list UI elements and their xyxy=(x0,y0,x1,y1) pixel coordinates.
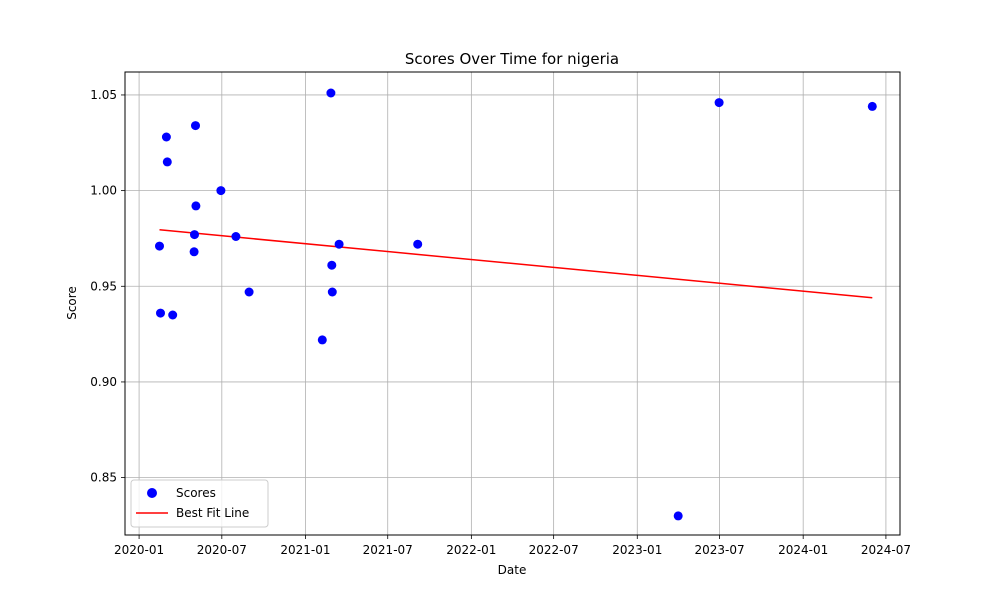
score-point xyxy=(327,287,337,297)
x-tick-label: 2024-01 xyxy=(778,543,828,557)
best-fit-line xyxy=(159,229,873,299)
score-point xyxy=(413,239,423,249)
grid-lines xyxy=(125,72,900,535)
x-tick-label: 2021-07 xyxy=(363,543,413,557)
score-point xyxy=(168,310,178,320)
score-point xyxy=(673,511,683,521)
x-tick-label: 2022-01 xyxy=(446,543,496,557)
legend-box xyxy=(130,479,269,528)
score-point xyxy=(867,101,877,111)
score-point xyxy=(216,186,226,196)
score-point xyxy=(191,201,201,211)
score-point xyxy=(162,157,172,167)
y-tick-label: 1.05 xyxy=(90,88,117,102)
y-tick-label: 0.90 xyxy=(90,375,117,389)
score-point xyxy=(317,335,327,345)
score-point xyxy=(156,308,165,318)
score-point xyxy=(714,98,724,108)
y-axis-label: Score xyxy=(65,286,79,320)
score-point xyxy=(190,230,199,240)
chart-title: Scores Over Time for nigeria xyxy=(405,50,619,68)
score-point xyxy=(334,239,344,249)
legend: Scores Best Fit Line xyxy=(130,479,269,528)
y-tick-label: 1.00 xyxy=(90,184,117,198)
plot-frame xyxy=(124,71,901,536)
score-point xyxy=(189,247,199,257)
scatter-points-layer xyxy=(155,88,877,521)
x-axis-label: Date xyxy=(498,563,527,577)
y-tick-label: 0.95 xyxy=(90,279,117,293)
score-point xyxy=(326,88,336,98)
score-point xyxy=(244,287,254,297)
score-point xyxy=(155,241,164,251)
score-point xyxy=(327,260,337,270)
x-tick-label: 2024-07 xyxy=(861,543,911,557)
legend-scores-marker xyxy=(147,488,157,498)
x-axis-ticks: 2020-01 2020-07 2021-01 2021-07 2022-01 2022-… xyxy=(114,535,911,557)
x-tick-label: 2021-01 xyxy=(280,543,330,557)
y-tick-label: 0.85 xyxy=(90,471,117,485)
score-point xyxy=(161,132,171,142)
score-point xyxy=(191,121,200,131)
x-tick-label: 2022-07 xyxy=(529,543,579,557)
best-fit-line-layer xyxy=(159,229,873,299)
x-tick-label: 2020-01 xyxy=(114,543,164,557)
legend-best-fit-label: Best Fit Line xyxy=(176,506,249,520)
y-axis-ticks: 0.85 0.90 0.95 1.00 1.05 xyxy=(90,88,125,485)
score-point xyxy=(231,232,241,241)
x-tick-label: 2023-07 xyxy=(694,543,744,557)
x-tick-label: 2023-01 xyxy=(612,543,662,557)
x-tick-label: 2020-07 xyxy=(197,543,247,557)
legend-scores-label: Scores xyxy=(176,486,216,500)
